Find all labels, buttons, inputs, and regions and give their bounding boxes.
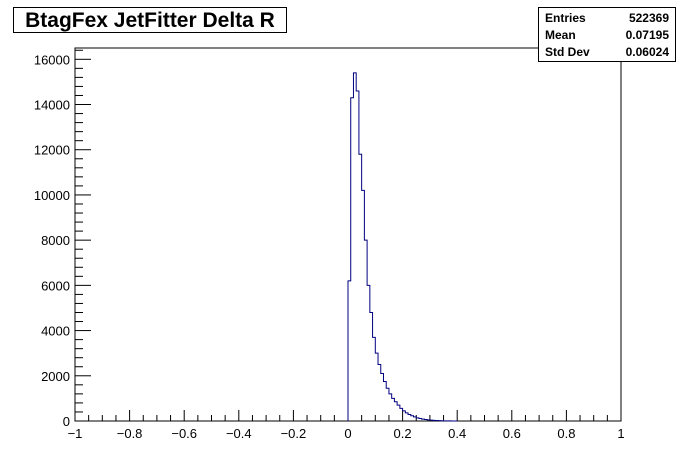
x-tick-label: 0.2	[394, 426, 412, 441]
y-tick-label: 4000	[41, 324, 70, 339]
x-tick-label: −0.2	[281, 426, 307, 441]
x-tick-label: 0	[344, 426, 351, 441]
y-tick-label: 16000	[34, 52, 70, 67]
stats-mean-label: Mean	[545, 28, 576, 42]
stats-entries-row: Entries 522369	[545, 9, 669, 27]
x-tick-label: 1	[617, 426, 624, 441]
y-tick-label: 8000	[41, 233, 70, 248]
y-tick-label: 6000	[41, 278, 70, 293]
x-tick-label: −0.8	[117, 426, 143, 441]
stats-entries-value: 522369	[628, 11, 669, 25]
y-tick-label: 0	[63, 414, 70, 429]
stats-box: Entries 522369 Mean 0.07195 Std Dev 0.06…	[538, 7, 676, 62]
y-tick-label: 10000	[34, 188, 70, 203]
x-axis: −1 −0.8 −0.6 −0.4 −0.2 0 0.2 0.4 0.6 0.8 1	[68, 410, 625, 441]
stats-entries-label: Entries	[545, 11, 586, 25]
y-tick-label: 2000	[41, 369, 70, 384]
title-box: BtagFex JetFitter Delta R	[13, 7, 287, 33]
chart-title: BtagFex JetFitter Delta R	[25, 9, 275, 32]
y-axis: 0 2000 4000 6000 8000 10000 12000 14000 16000	[34, 49, 91, 429]
x-tick-label: 0.8	[557, 426, 575, 441]
y-tick-label: 12000	[34, 143, 70, 158]
stats-std-label: Std Dev	[545, 45, 590, 59]
x-tick-label: 0.4	[448, 426, 466, 441]
x-tick-label: −0.4	[226, 426, 252, 441]
stats-std-value: 0.06024	[625, 45, 669, 59]
y-tick-label: 14000	[34, 98, 70, 113]
stats-mean-value: 0.07195	[625, 28, 669, 42]
x-tick-label: −1	[68, 426, 83, 441]
stats-mean-row: Mean 0.07195	[545, 26, 669, 44]
stats-std-row: Std Dev 0.06024	[545, 43, 669, 61]
histogram-line	[347, 72, 458, 422]
x-tick-label: 0.6	[503, 426, 521, 441]
x-tick-label: −0.6	[171, 426, 197, 441]
